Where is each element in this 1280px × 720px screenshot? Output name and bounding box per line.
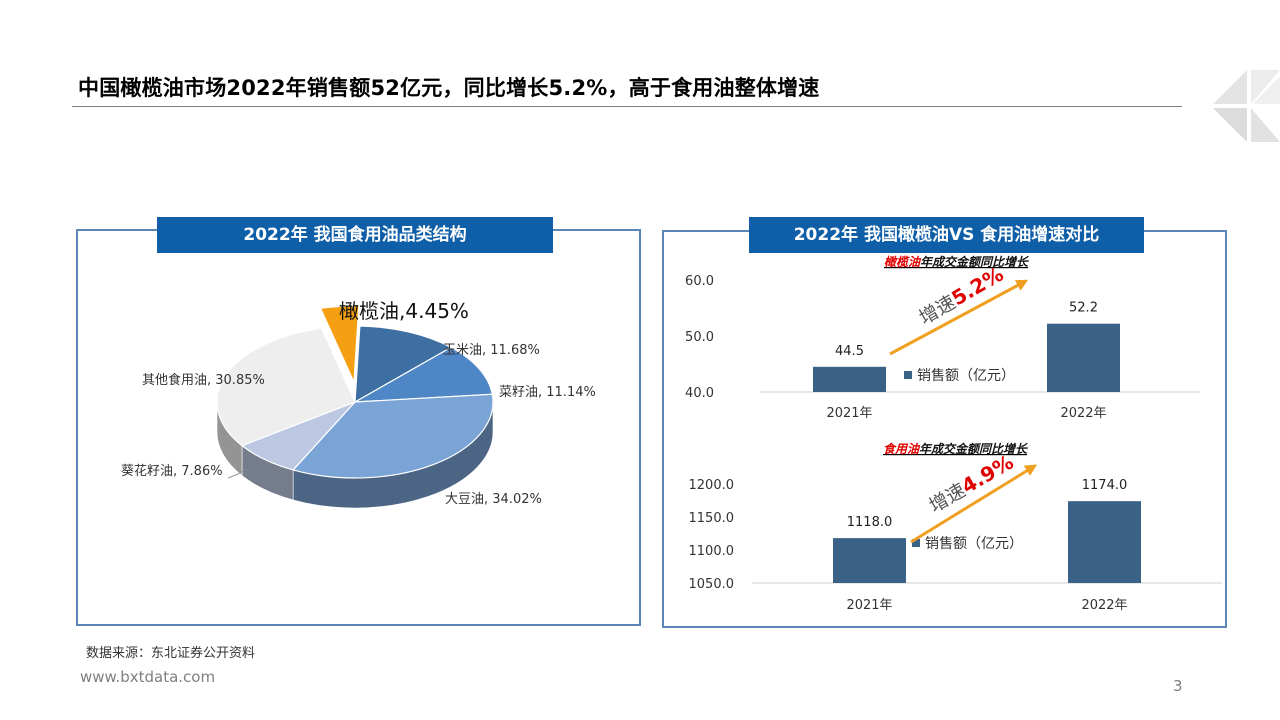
- slide-title: 中国橄榄油市场2022年销售额52亿元，同比增长5.2%，高于食用油整体增速: [78, 76, 820, 100]
- growth-comparison-title: 2022年 我国橄榄油VS 食用油增速对比: [749, 217, 1144, 253]
- website-link[interactable]: www.bxtdata.com: [80, 668, 216, 686]
- growth-comparison-panel: [662, 230, 1227, 628]
- title-divider: [72, 106, 1182, 107]
- data-source-note: 数据来源：东北证券公开资料: [86, 646, 256, 661]
- corner-logo-icon: [1213, 70, 1280, 142]
- page-number: 3: [1173, 677, 1183, 695]
- pie-chart-title: 2022年 我国食用油品类结构: [157, 217, 553, 253]
- pie-chart-panel: [76, 229, 641, 626]
